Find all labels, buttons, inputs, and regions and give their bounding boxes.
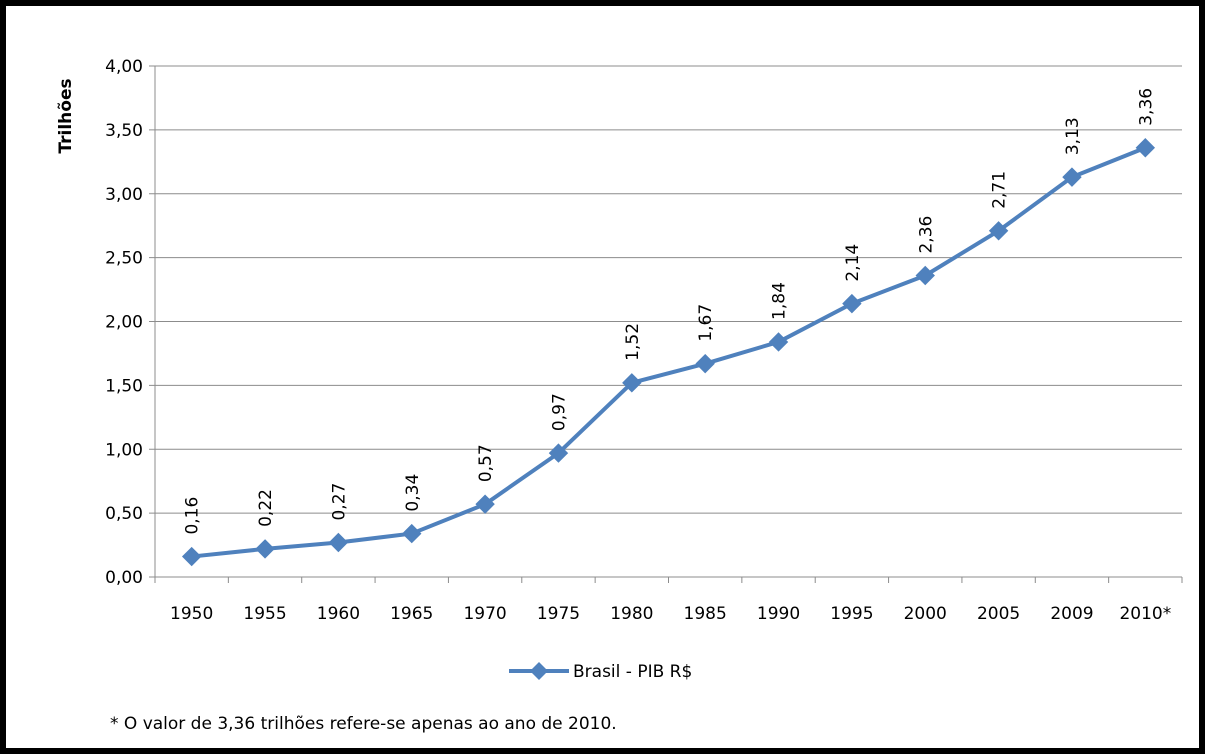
data-point [181,546,202,567]
data-point [988,221,1009,241]
data-point [1135,138,1156,158]
x-tick-label: 1965 [390,604,433,624]
x-tick-labels: 1950 1955 1960 1965 1970 1975 1980 1985 1990 1995… [170,604,1171,624]
legend: Brasil - PIB R$ [509,662,692,682]
y-tick-label: 2,50 [105,249,143,269]
x-tick-label: 1980 [610,604,653,624]
x-tick-label: 2000 [904,604,947,624]
data-label: 2,71 [990,171,1010,209]
y-tick-label: 2,00 [105,313,143,333]
data-label: 1,52 [623,323,643,361]
data-label: 3,36 [1136,88,1156,126]
data-point [842,293,862,314]
data-label: 0,27 [329,483,349,521]
legend-entry-label: Brasil - PIB R$ [573,662,692,682]
y-tick-label: 3,00 [105,185,143,205]
data-label: 3,13 [1063,117,1083,155]
x-tick-label: 1950 [170,604,213,624]
data-point [695,353,715,374]
y-tick-label: 1,50 [105,376,143,396]
footnote: * O valor de 3,36 trilhões refere-se ape… [110,714,617,734]
series-line [191,145,1147,559]
x-tick-label: 2010* [1119,604,1171,624]
gridlines [155,65,1182,514]
x-tick-label: 1970 [463,604,506,624]
x-tick-label: 2005 [977,604,1020,624]
y-tick-label: 4,00 [105,57,143,77]
y-tick-labels: 0,00 0,50 1,00 1,50 2,00 2,50 3,00 3,50 4,00 [105,57,143,588]
data-point [255,539,275,559]
data-label: 0,34 [403,474,423,512]
x-tick-label: 1960 [317,604,360,624]
x-tick-label: 2009 [1050,604,1093,624]
legend-marker [530,662,548,680]
y-tick-label: 1,00 [105,440,143,460]
data-point [402,523,422,544]
data-label: 0,97 [549,393,569,431]
data-label: 1,67 [696,304,716,342]
data-point [475,494,495,514]
data-point [768,332,789,352]
x-tick-label: 1990 [757,604,800,624]
data-point [328,532,349,553]
series-brasil-pib [181,138,1156,567]
data-point [548,443,569,463]
data-labels: 0,16 0,22 0,27 0,34 0,57 0,97 1,52 1,67 1,84 2,14… [183,88,1157,535]
data-label: 0,16 [183,497,203,535]
data-label: 1,84 [770,282,790,320]
data-label: 2,14 [843,244,863,282]
y-tick-label: 0,50 [105,504,143,524]
data-point [1062,167,1082,187]
x-tick-label: 1975 [537,604,580,624]
x-tick-label: 1955 [243,604,286,624]
data-label: 0,57 [476,444,496,482]
data-point [915,265,935,286]
y-axis-label: Trilhões [56,78,76,153]
x-tick-label: 1995 [830,604,873,624]
data-label: 2,36 [916,216,936,254]
y-tick-label: 3,50 [105,121,143,141]
data-point [622,373,642,393]
y-tick-label: 0,00 [105,568,143,588]
data-label: 0,22 [256,489,276,527]
axes [149,65,1183,583]
x-tick-label: 1985 [684,604,727,624]
